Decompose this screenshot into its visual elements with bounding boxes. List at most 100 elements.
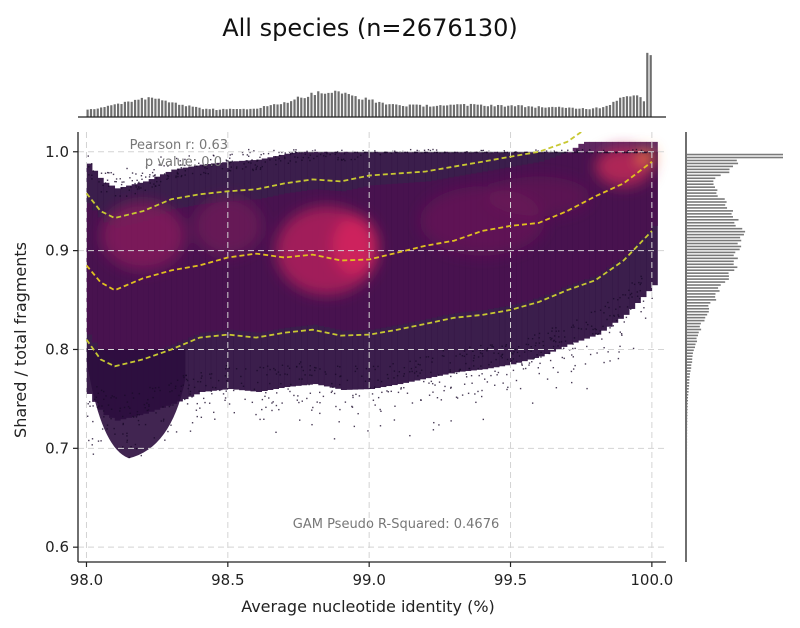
scatter-point (369, 151, 371, 154)
scatter-point (131, 172, 134, 174)
scatter-point (592, 328, 594, 331)
right-histogram-bar (687, 390, 689, 393)
scatter-point (211, 165, 213, 167)
scatter-point (138, 188, 140, 190)
scatter-point (309, 374, 311, 376)
top-histogram-bar (205, 108, 208, 117)
scatter-point (589, 149, 591, 151)
scatter-point (284, 152, 287, 154)
scatter-point (578, 150, 580, 152)
scatter-point (534, 344, 537, 347)
top-histogram-bar (252, 108, 255, 117)
scatter-point (217, 379, 220, 382)
scatter-point (128, 189, 130, 191)
right-histogram-bar (687, 281, 726, 283)
scatter-point (597, 333, 600, 335)
scatter-point (576, 150, 578, 153)
scatter-point (154, 174, 156, 177)
scatter-point (523, 151, 525, 154)
scatter-point (540, 351, 542, 353)
right-histogram-bar (687, 396, 689, 399)
scatter-point (608, 306, 610, 309)
top-histogram-bar (401, 105, 405, 117)
scatter-point (369, 387, 371, 389)
scatter-point (105, 395, 107, 397)
scatter-point (241, 168, 244, 170)
scatter-point (528, 364, 530, 366)
scatter-point (632, 151, 634, 154)
scatter-point (295, 151, 298, 154)
top-histogram-bar (150, 97, 154, 117)
scatter-point (564, 336, 566, 338)
top-histogram-bar (198, 107, 201, 117)
scatter-point (364, 151, 366, 154)
scatter-point (191, 396, 193, 398)
scatter-point (261, 398, 264, 401)
quantile-line (85, 230, 653, 368)
scatter-point (450, 386, 452, 389)
density-column-core (397, 183, 404, 325)
scatter-point (189, 393, 191, 395)
density-column-core (589, 141, 596, 278)
scatter-point (339, 408, 341, 411)
scatter-point (135, 447, 138, 450)
right-histogram-bar (687, 379, 690, 381)
scatter-point (296, 399, 299, 401)
top-histogram-bar (327, 92, 330, 117)
scatter-point (609, 360, 611, 362)
scatter-point (160, 420, 162, 422)
top-histogram-bar (534, 107, 537, 117)
scatter-point (363, 151, 365, 154)
scatter-point (301, 378, 303, 380)
scatter-point (490, 374, 492, 377)
scatter-point (480, 365, 482, 367)
scatter-point (326, 152, 328, 155)
scatter-point (138, 181, 140, 184)
scatter-point (468, 367, 471, 370)
scatter-point (552, 366, 555, 369)
scatter-point (477, 390, 479, 393)
top-histogram-bar (422, 106, 425, 117)
scatter-point (319, 402, 321, 404)
scatter-point (358, 151, 360, 154)
scatter-point (514, 348, 517, 351)
top-histogram-bar (564, 107, 567, 117)
scatter-point (453, 151, 455, 154)
scatter-point (191, 172, 194, 175)
scatter-point (315, 367, 317, 369)
scatter-point (225, 160, 228, 162)
top-histogram-bar (364, 97, 367, 117)
right-histogram-bar (687, 251, 736, 254)
scatter-point (106, 171, 109, 174)
scatter-point (354, 370, 357, 373)
top-histogram-bar (191, 106, 194, 117)
scatter-point (184, 174, 186, 176)
scatter-point (311, 151, 313, 154)
density-column-core (188, 206, 195, 338)
scatter-point (417, 375, 419, 377)
scatter-point (193, 386, 196, 389)
right-histogram-bar (687, 224, 736, 227)
scatter-point (406, 392, 409, 394)
top-histogram-bar (249, 108, 252, 117)
scatter-point (210, 373, 213, 375)
scatter-point (180, 390, 182, 392)
scatter-point (176, 171, 179, 174)
right-histogram-bar (687, 402, 688, 405)
scatter-point (500, 151, 502, 154)
right-histogram-bar (687, 340, 698, 343)
scatter-point (586, 345, 588, 348)
scatter-point (575, 151, 577, 154)
right-histogram-bar (687, 272, 729, 274)
scatter-point (253, 388, 256, 390)
scatter-point (372, 365, 375, 368)
scatter-point (551, 337, 553, 340)
scatter-point (535, 342, 537, 344)
scatter-point (352, 394, 354, 397)
scatter-point (126, 439, 129, 441)
scatter-point (337, 150, 339, 153)
density-column-core (555, 155, 562, 290)
top-histogram-bar (164, 100, 167, 117)
scatter-point (546, 378, 549, 380)
density-column-core (617, 141, 624, 260)
